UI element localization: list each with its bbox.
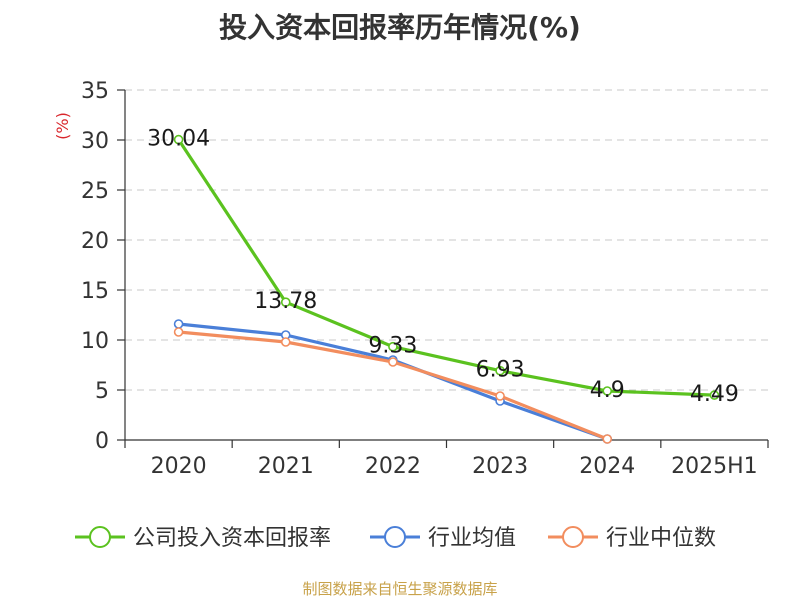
data-point[interactable] — [495, 365, 505, 376]
x-tick-label: 2021 — [258, 454, 314, 479]
series-layer — [173, 134, 720, 444]
data-label: 4.9 — [590, 378, 625, 403]
y-tick-label: 20 — [81, 229, 109, 254]
data-label: 9.33 — [368, 334, 417, 359]
x-tick-label: 2023 — [472, 454, 528, 479]
data-point[interactable] — [173, 319, 184, 329]
source-note: 制图数据来自恒生聚源数据库 — [302, 580, 498, 598]
legend-label: 公司投入资本回报率 — [133, 526, 331, 551]
data-point[interactable] — [495, 391, 505, 401]
legend[interactable]: 公司投入资本回报率 行业均值 行业中位数 — [75, 526, 716, 551]
data-point[interactable] — [280, 337, 291, 347]
legend-item-2[interactable]: 行业中位数 — [548, 526, 716, 551]
y-tick-label: 10 — [81, 329, 109, 354]
x-tick-label: 2020 — [151, 454, 207, 479]
x-tick-label: 2024 — [579, 454, 635, 479]
x-tick-label: 2025H1 — [671, 454, 758, 479]
data-label: 4.49 — [690, 382, 739, 407]
legend-item-1[interactable]: 行业均值 — [370, 526, 516, 551]
data-point[interactable] — [602, 434, 613, 444]
data-point[interactable] — [602, 386, 613, 396]
data-point[interactable] — [388, 357, 398, 367]
grid-lines — [125, 89, 768, 391]
data-label: 6.93 — [476, 358, 525, 383]
legend-label: 行业中位数 — [606, 526, 716, 551]
data-label: 30.04 — [147, 127, 210, 152]
y-tick-label: 0 — [95, 429, 109, 454]
legend-marker — [384, 526, 406, 548]
legend-item-0[interactable]: 公司投入资本回报率 — [75, 526, 331, 551]
y-tick-label: 35 — [81, 79, 109, 104]
legend-marker — [562, 526, 584, 548]
legend-marker — [89, 526, 111, 548]
data-point[interactable] — [173, 327, 184, 337]
series-line-0 — [177, 138, 715, 397]
y-axis-label: (%) — [53, 112, 72, 140]
chart-title: 投入资本回报率历年情况(%) — [219, 11, 581, 44]
y-tick-label: 5 — [95, 379, 109, 404]
legend-label: 行业均值 — [428, 526, 516, 551]
y-tick-label: 30 — [81, 129, 109, 154]
data-labels: 30.04 13.78 9.33 6.93 4.9 4.49 — [147, 127, 739, 408]
data-point[interactable] — [388, 341, 398, 352]
data-label: 13.78 — [254, 289, 317, 314]
y-tick-label: 25 — [81, 179, 109, 204]
axes: 0 5 10 15 20 25 30 35 2020 2021 2022 2023 2024 2025H1 — [81, 79, 769, 479]
y-tick-label: 15 — [81, 279, 109, 304]
x-tick-label: 2022 — [365, 454, 421, 479]
data-point[interactable] — [280, 297, 291, 308]
data-point[interactable] — [709, 390, 720, 400]
data-point[interactable] — [173, 134, 184, 145]
